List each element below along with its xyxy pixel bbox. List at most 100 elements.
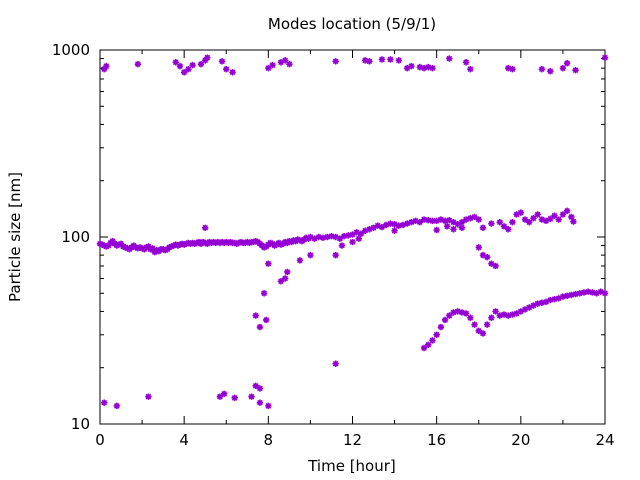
data-point <box>168 243 175 250</box>
data-point <box>391 221 398 228</box>
data-point <box>492 262 499 270</box>
x-tick-label: 4 <box>179 431 189 449</box>
data-point <box>488 260 495 267</box>
data-point <box>281 57 289 64</box>
data-point <box>252 237 259 245</box>
data-point <box>218 238 226 246</box>
data-point <box>563 292 571 299</box>
data-point <box>197 60 205 68</box>
x-tick-label: 16 <box>427 431 446 449</box>
data-point <box>220 390 228 398</box>
data-point <box>138 245 146 252</box>
data-point <box>462 59 470 66</box>
data-point <box>147 246 154 253</box>
data-point <box>189 61 196 69</box>
data-point <box>568 213 575 221</box>
data-point <box>281 275 289 282</box>
data-point <box>170 242 177 249</box>
data-point <box>324 233 331 241</box>
data-point <box>563 207 571 215</box>
data-point <box>589 289 596 296</box>
data-point <box>332 251 339 259</box>
data-point <box>294 236 301 243</box>
data-point <box>454 308 461 315</box>
data-point <box>223 238 230 246</box>
data-point <box>412 217 419 225</box>
data-point <box>252 312 259 319</box>
data-point <box>441 217 449 225</box>
data-point <box>235 239 243 247</box>
y-axis-label: Particle size [nm] <box>6 172 24 302</box>
data-point <box>204 54 211 61</box>
data-point <box>538 299 546 306</box>
data-point <box>263 316 270 324</box>
data-point <box>227 238 234 246</box>
data-point <box>568 291 575 299</box>
data-point <box>542 217 550 225</box>
data-point <box>176 241 184 248</box>
data-point <box>454 221 461 228</box>
data-point <box>416 63 424 71</box>
data-point <box>248 393 255 400</box>
data-point <box>559 64 567 72</box>
data-point <box>115 241 123 248</box>
data-point <box>218 58 226 65</box>
data-point <box>509 311 516 318</box>
data-point <box>479 224 487 231</box>
data-point <box>303 234 310 242</box>
data-point <box>202 239 209 247</box>
data-point <box>145 393 152 400</box>
data-point <box>265 260 272 267</box>
data-point <box>332 58 339 65</box>
data-point <box>113 242 121 249</box>
data-point <box>538 65 546 73</box>
data-point <box>404 220 411 227</box>
data-point <box>271 242 278 249</box>
data-point <box>124 245 131 252</box>
data-point <box>101 65 108 73</box>
data-point <box>357 230 365 238</box>
data-point <box>336 235 344 242</box>
data-point <box>149 245 156 252</box>
data-point <box>145 243 152 250</box>
data-point <box>572 66 579 74</box>
data-point <box>576 290 583 297</box>
data-point <box>353 229 360 236</box>
data-point <box>202 224 209 231</box>
data-point <box>101 242 108 249</box>
data-point <box>307 233 314 241</box>
data-point <box>134 245 142 252</box>
data-point <box>166 244 173 251</box>
data-point <box>429 64 436 72</box>
data-point <box>366 226 373 233</box>
x-tick-label: 8 <box>264 431 274 449</box>
data-point <box>256 385 264 392</box>
data-point <box>225 239 232 247</box>
data-point <box>374 222 381 229</box>
y-tick-label: 1000 <box>52 41 90 59</box>
data-point <box>180 69 188 76</box>
data-point <box>429 217 436 225</box>
data-point <box>199 238 207 246</box>
data-point <box>551 212 558 219</box>
data-point <box>174 242 182 249</box>
data-point <box>458 309 466 316</box>
data-point <box>216 393 224 400</box>
data-point <box>479 251 487 259</box>
data-point <box>319 234 327 242</box>
data-point <box>420 64 428 72</box>
data-point <box>208 239 215 247</box>
data-point <box>555 216 562 223</box>
data-point <box>547 215 554 223</box>
data-point <box>345 232 352 239</box>
data-point <box>530 215 537 222</box>
data-point <box>496 218 503 226</box>
data-point <box>210 238 217 246</box>
y-tick-label: 100 <box>61 228 90 246</box>
data-point <box>395 222 402 229</box>
data-point <box>500 223 508 230</box>
y-tick-label: 10 <box>71 415 90 433</box>
data-point <box>250 238 257 246</box>
